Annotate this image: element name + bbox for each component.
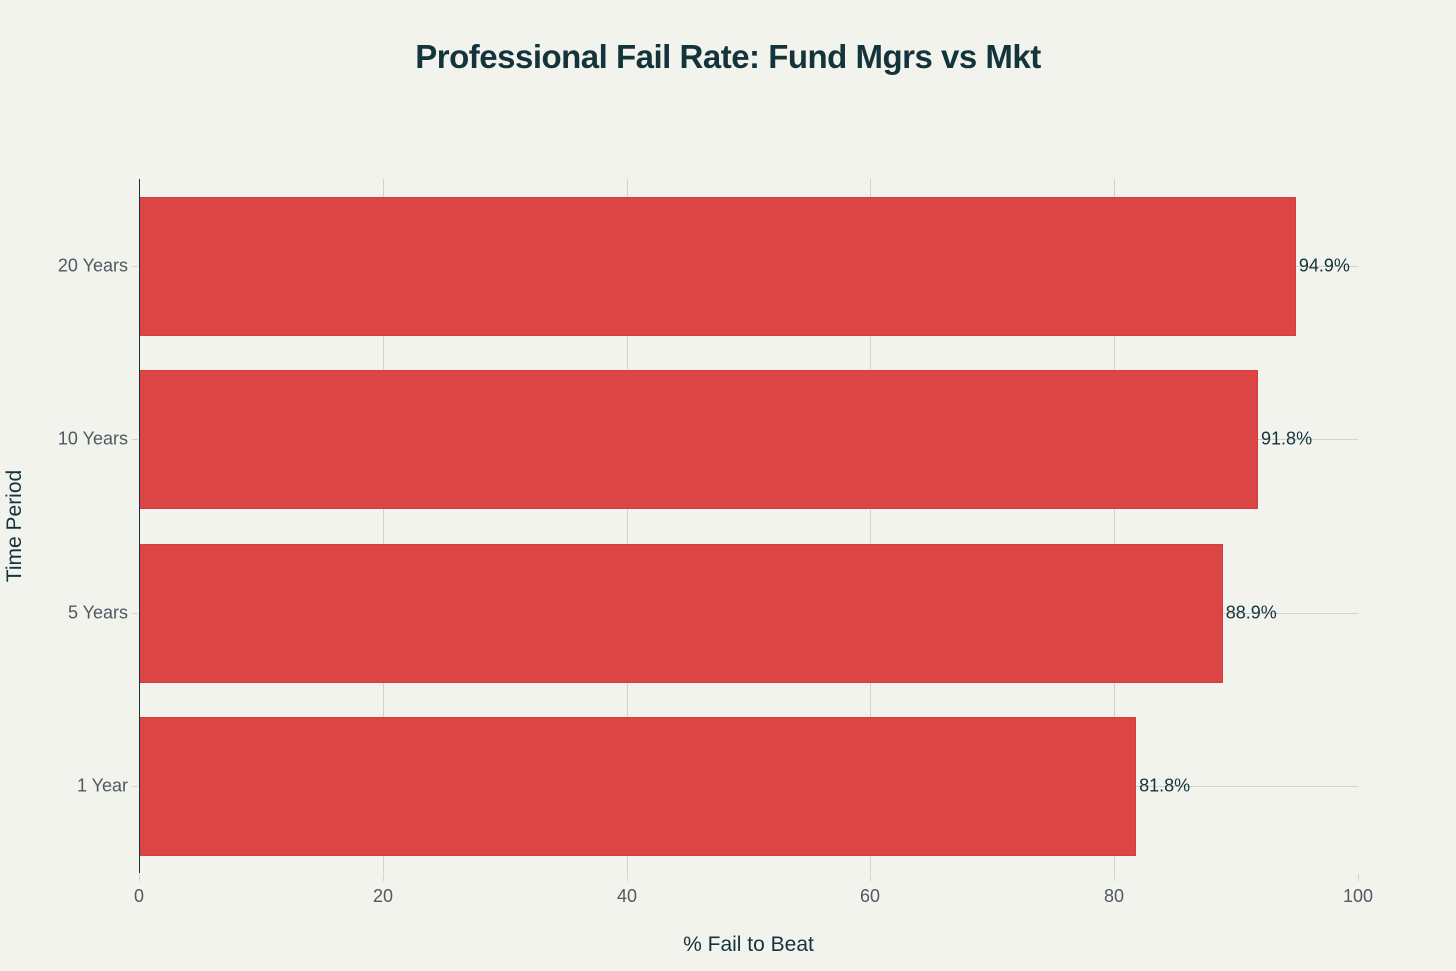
y-tick-mark — [132, 613, 138, 614]
x-tick-label: 20 — [372, 886, 394, 906]
chart-title: Professional Fail Rate: Fund Mgrs vs Mkt — [415, 38, 1041, 75]
bar-1-year[interactable] — [139, 717, 1137, 856]
y-tick-label: 1 Year — [76, 775, 128, 796]
y-tick-mark — [132, 266, 138, 267]
y-axis-title: Time Period — [3, 469, 26, 583]
bar-value-label: 91.8% — [1261, 428, 1313, 449]
x-tick-mark — [1358, 874, 1359, 881]
gridline-x-20 — [382, 179, 384, 873]
plot-area: 94.9% 91.8% 88.9% 81.8% — [139, 179, 1358, 873]
bar-value-label: 81.8% — [1139, 775, 1191, 796]
x-axis-title: % Fail to Beat — [683, 933, 814, 956]
y-tick-label: 5 Years — [67, 602, 128, 623]
x-tick-mark — [383, 874, 384, 881]
x-tick-label: 0 — [133, 886, 145, 906]
x-tick-mark — [627, 874, 628, 881]
y-axis-line — [139, 179, 140, 873]
gridline-x-40 — [626, 179, 628, 873]
x-tick-mark — [1114, 874, 1115, 881]
x-tick-mark — [870, 874, 871, 881]
bar-value-label: 88.9% — [1225, 602, 1277, 623]
bar-5-years[interactable] — [139, 544, 1223, 683]
y-tick-label: 20 Years — [57, 255, 128, 276]
bar-20-years[interactable] — [139, 197, 1296, 336]
y-tick-label: 10 Years — [57, 428, 128, 449]
x-tick-label: 80 — [1103, 886, 1125, 906]
y-tick-mark — [132, 439, 138, 440]
gridline-x-80 — [1114, 179, 1116, 873]
x-tick-label: 40 — [616, 886, 638, 906]
x-tick-label: 100 — [1342, 886, 1374, 906]
x-tick-label: 60 — [859, 886, 881, 906]
y-tick-mark — [132, 786, 138, 787]
x-tick-mark — [139, 874, 140, 881]
bar-value-label: 94.9% — [1298, 255, 1350, 276]
bar-10-years[interactable] — [139, 370, 1259, 509]
gridline-x-60 — [870, 179, 872, 873]
